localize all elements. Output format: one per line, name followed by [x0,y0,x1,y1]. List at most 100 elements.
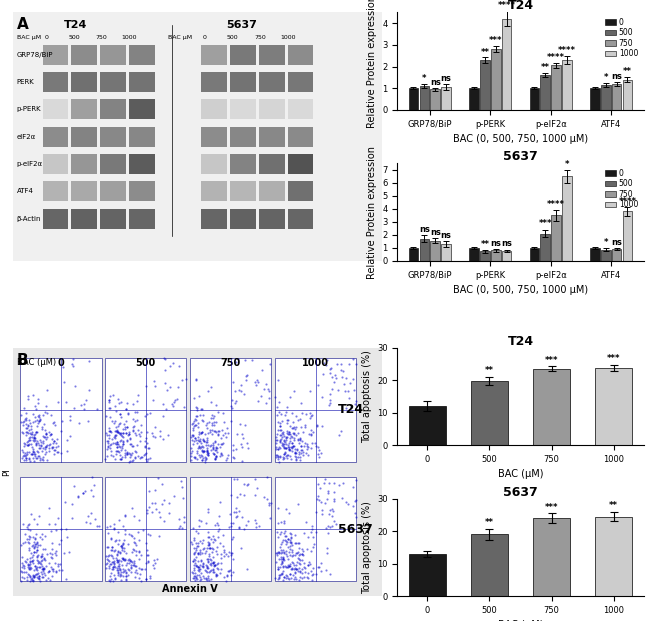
Point [41,561,51,571]
Point [148,555,159,564]
Point [293,434,304,444]
Point [350,507,360,517]
Point [123,555,133,565]
Point [188,418,198,428]
Point [218,430,228,440]
Point [103,440,113,450]
Point [27,444,38,454]
Point [142,545,152,555]
Point [26,548,36,558]
Point [34,412,44,422]
Point [113,446,124,456]
Point [302,441,312,451]
Point [322,494,332,504]
Point [145,571,155,581]
Point [84,385,94,395]
Point [125,456,136,466]
Point [105,440,116,450]
Point [251,522,261,532]
Point [110,545,120,555]
Point [150,422,160,432]
Point [286,431,296,441]
Point [20,453,31,463]
Point [274,573,284,583]
Point [311,569,321,579]
Text: GRP78/BiP: GRP78/BiP [17,52,53,58]
Point [344,360,354,369]
Text: PERK: PERK [17,79,34,85]
Point [286,564,296,574]
Point [290,550,300,560]
Point [39,568,49,578]
Point [23,436,33,446]
Point [38,436,49,446]
Point [343,499,354,509]
Point [117,560,127,570]
Point [116,445,126,455]
Point [219,572,229,582]
Point [119,555,129,565]
Point [237,429,247,439]
Point [25,417,35,427]
Text: ***: *** [545,503,558,512]
Point [189,392,200,402]
Point [348,385,359,395]
Point [30,533,40,543]
Point [289,386,299,396]
Point [327,384,337,394]
Point [47,438,58,448]
Point [121,404,131,414]
Point [199,437,209,446]
Point [48,564,58,574]
Point [203,448,213,458]
Point [120,450,131,460]
Point [207,417,217,427]
Point [131,550,142,560]
Point [23,415,34,425]
Point [194,441,204,451]
Point [34,561,45,571]
Point [21,424,32,433]
Point [197,427,207,437]
Point [28,555,38,565]
Point [298,427,308,437]
Point [232,511,242,521]
Point [32,543,43,553]
Point [29,514,39,524]
Point [21,437,32,446]
Point [38,452,48,462]
Point [18,538,28,548]
Point [270,573,281,582]
Point [294,571,305,581]
Point [130,428,140,438]
Point [115,450,125,460]
Point [20,563,30,573]
Point [191,542,202,551]
Point [281,570,291,580]
Point [36,555,47,565]
Point [160,365,170,375]
Bar [419,86,429,110]
Point [135,569,145,579]
Point [34,511,44,521]
Point [120,554,131,564]
Point [287,570,298,580]
Point [118,568,129,578]
Point [112,437,122,447]
Point [285,535,296,545]
Point [192,454,202,464]
Point [273,375,283,385]
Text: ****: **** [497,1,515,11]
Point [290,446,300,456]
Point [294,543,304,553]
Point [112,421,123,431]
Point [155,425,165,435]
Point [282,415,293,425]
Point [115,564,125,574]
Text: ns: ns [611,72,622,81]
Point [273,574,283,584]
Point [200,455,210,465]
Bar [100,209,126,229]
Point [29,449,39,459]
Point [296,568,307,578]
